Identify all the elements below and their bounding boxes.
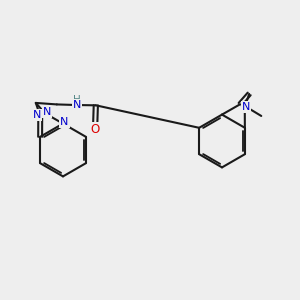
Text: N: N xyxy=(242,102,250,112)
Text: N: N xyxy=(32,110,41,120)
Text: N: N xyxy=(72,100,81,110)
Text: H: H xyxy=(73,95,80,105)
Text: N: N xyxy=(60,117,69,128)
Text: N: N xyxy=(43,107,52,117)
Text: O: O xyxy=(91,123,100,136)
